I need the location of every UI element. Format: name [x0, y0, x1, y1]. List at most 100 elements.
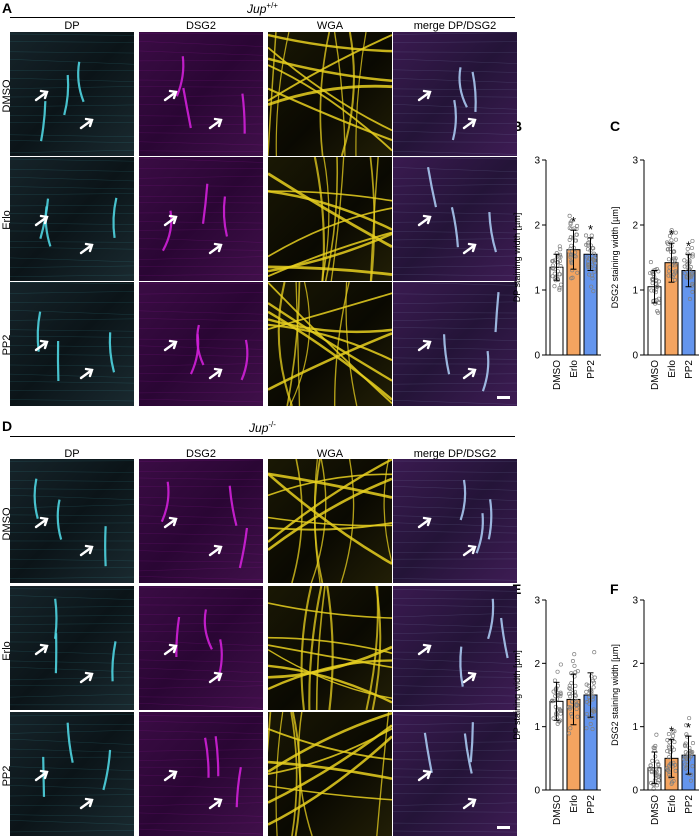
micrograph-jup-wt-erlo-merge	[393, 157, 517, 281]
micrograph-texture	[268, 157, 392, 281]
micrograph-texture	[139, 715, 263, 835]
micrograph-jup-ko-pp2-wga	[268, 712, 392, 836]
data-point	[672, 277, 678, 283]
x-tick-label-erlo: Erlo	[667, 795, 678, 813]
y-tick-label: 2	[534, 221, 540, 232]
arrow-icon	[79, 797, 94, 810]
data-point	[592, 675, 597, 680]
y-axis-label: DSG2 staining width [µm]	[610, 644, 620, 746]
data-point	[570, 658, 575, 664]
data-point	[572, 652, 577, 657]
data-point	[588, 721, 593, 727]
x-tick-label-pp2: PP2	[586, 360, 597, 379]
arrow-icon	[417, 516, 432, 529]
data-point	[574, 232, 579, 237]
data-point	[671, 747, 676, 752]
data-point	[683, 755, 688, 760]
data-point	[687, 716, 692, 721]
data-point	[683, 750, 688, 755]
significance-star: *	[571, 214, 576, 229]
data-point	[550, 274, 555, 279]
arrow-icon	[34, 769, 49, 782]
micrograph-jup-wt-erlo-dp	[10, 157, 134, 281]
arrow-icon	[462, 544, 477, 557]
data-point	[673, 270, 678, 275]
data-point	[550, 258, 556, 263]
micrograph-jup-ko-erlo-merge	[393, 586, 517, 710]
arrow-icon	[79, 242, 94, 255]
data-point	[669, 238, 674, 243]
data-point	[584, 711, 589, 717]
col-header-dsg2-top: DSG2	[186, 20, 216, 32]
micrograph-jup-wt-pp2-wga	[268, 282, 392, 406]
data-point	[573, 683, 578, 688]
micrograph-texture	[10, 33, 134, 154]
micrograph-jup-wt-pp2-merge	[393, 282, 517, 406]
data-point	[575, 714, 580, 719]
arrow-icon	[34, 214, 49, 227]
data-point	[558, 662, 563, 667]
data-point	[550, 266, 555, 271]
micrograph-jup-ko-erlo-wga	[268, 586, 392, 710]
panel-label-b: B	[512, 118, 523, 134]
data-point	[568, 255, 573, 260]
data-point	[591, 685, 596, 690]
data-point	[653, 267, 658, 273]
micrograph-jup-ko-pp2-dp	[10, 712, 134, 836]
data-point	[656, 762, 661, 767]
data-point	[687, 745, 692, 750]
x-tick-label-dmso: DMSO	[552, 795, 563, 825]
col-header-dp-top: DP	[64, 20, 80, 32]
data-point	[666, 257, 671, 262]
data-point	[672, 739, 677, 744]
data-point	[591, 257, 596, 262]
chart-f-dsg2-width-jup-ko: DSG2 staining width [µm] 0 1 2 3 DMSO * Erlo * PP…	[610, 596, 699, 825]
micrograph-texture	[10, 460, 134, 579]
data-point	[568, 686, 573, 692]
micrograph-texture	[139, 283, 263, 403]
y-axis-label: DP staining width [µm]	[512, 213, 522, 303]
data-point	[666, 247, 671, 252]
arrow-icon	[417, 339, 432, 352]
data-point	[688, 754, 693, 759]
micrograph-texture	[10, 588, 134, 706]
data-point	[570, 275, 575, 280]
data-point	[655, 310, 661, 315]
data-point	[569, 681, 574, 686]
arrow-icon	[79, 367, 94, 380]
data-point	[673, 230, 678, 235]
data-point	[685, 762, 690, 767]
data-point	[688, 778, 694, 783]
y-tick-label: 3	[534, 156, 540, 167]
data-point	[591, 680, 597, 685]
micrograph-texture	[139, 33, 263, 152]
data-point	[569, 259, 574, 264]
arrow-icon	[208, 671, 223, 684]
data-point	[669, 228, 674, 233]
data-point	[567, 686, 572, 691]
micrograph-jup-ko-erlo-dsg2	[139, 586, 263, 710]
data-point	[592, 269, 597, 274]
arrow-icon	[462, 117, 477, 130]
data-point	[550, 699, 555, 704]
y-tick-label: 2	[632, 659, 638, 670]
data-point	[570, 252, 575, 257]
data-point	[687, 296, 693, 302]
data-point	[683, 762, 688, 767]
data-point	[670, 263, 675, 268]
data-point	[572, 674, 577, 679]
data-point	[589, 233, 594, 238]
micrograph-texture	[10, 714, 134, 833]
micrograph-jup-ko-dmso-wga	[268, 459, 392, 583]
data-point	[649, 770, 654, 775]
micrograph-jup-wt-dmso-dp	[10, 32, 134, 156]
data-point	[551, 689, 556, 694]
data-point	[689, 749, 694, 754]
y-tick-label: 3	[534, 596, 540, 607]
data-point	[690, 741, 696, 746]
micrograph-texture	[139, 586, 263, 709]
micrograph-texture	[268, 586, 392, 710]
data-point	[554, 697, 560, 702]
data-point	[684, 723, 689, 728]
panel-label-c: C	[610, 118, 621, 134]
